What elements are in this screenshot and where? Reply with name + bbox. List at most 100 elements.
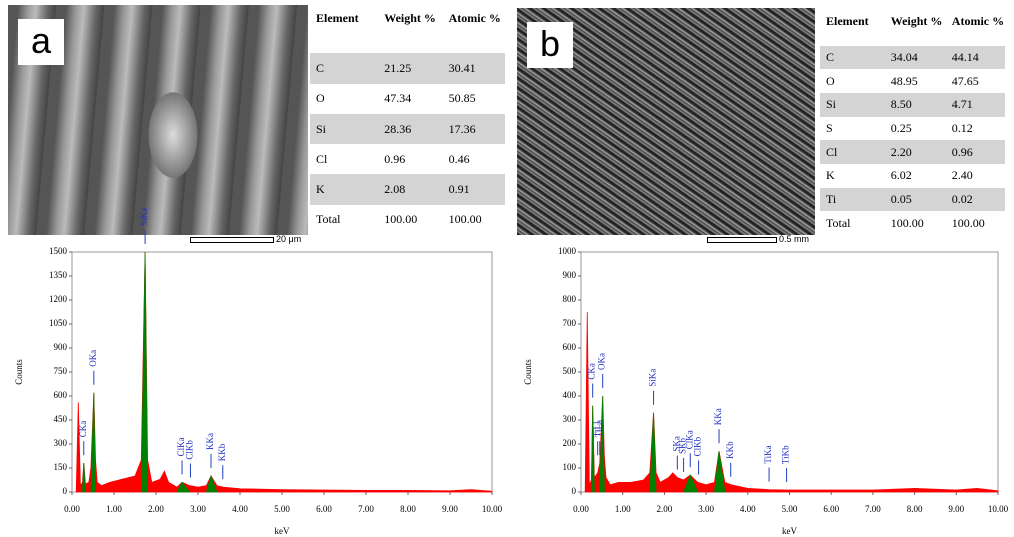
peak-label: SKb (678, 437, 688, 454)
x-tick-label: 4.00 (232, 504, 248, 514)
x-tick-label: 2.00 (657, 504, 673, 514)
x-tick-label: 10.00 (482, 504, 503, 514)
table-row: C 34.04 44.14 (820, 45, 1005, 70)
peak-label: ClKa (176, 437, 186, 456)
y-tick-label: 1500 (49, 246, 68, 256)
table-cell: 0.96 (951, 144, 973, 159)
table-cell: Cl (316, 151, 328, 166)
y-tick-label: 800 (563, 294, 577, 304)
table-cell: 100.00 (448, 212, 482, 227)
y-tick-label: 1000 (558, 246, 577, 256)
table-cell: 100.00 (951, 215, 985, 230)
table-row: Cl 0.96 0.46 (310, 144, 505, 175)
table-cell: K (826, 168, 835, 183)
header-cell: Element (826, 14, 869, 28)
x-tick-label: 10.00 (988, 504, 1009, 514)
peak-label: KKb (217, 443, 227, 461)
header-cell: Atomic % (448, 11, 501, 25)
table-cell: Ti (826, 191, 837, 206)
table-row: C 21.25 30.41 (310, 53, 505, 84)
table-cell: Total (316, 212, 341, 227)
table-cell: 0.96 (384, 151, 406, 166)
y-tick-label: 300 (54, 438, 68, 448)
table-row: S 0.25 0.12 (820, 116, 1005, 141)
spectrum-area (591, 395, 726, 493)
peak-label: KKa (713, 408, 723, 425)
table-cell: 4.71 (951, 97, 973, 112)
table-cell: 0.25 (890, 121, 912, 136)
y-tick-label: 600 (563, 342, 577, 352)
table-cell: 100.00 (890, 215, 924, 230)
table-cell: Cl (826, 144, 838, 159)
spectrum-area (584, 311, 999, 493)
header-cell: Weight % (384, 11, 436, 25)
y-tick-label: 100 (563, 462, 577, 472)
x-tick-label: 9.00 (442, 504, 458, 514)
y-tick-label: 900 (54, 342, 68, 352)
y-tick-label: 600 (54, 390, 68, 400)
scale-bar-label: 0.5 mm (779, 234, 810, 244)
peak-label: TiLl (592, 421, 602, 437)
table-header: Element Weight % Atomic % (820, 8, 1005, 46)
x-tick-label: 1.00 (615, 504, 631, 514)
header-cell: Atomic % (951, 14, 1005, 28)
peak-label: ClKb (185, 440, 195, 460)
y-tick-label: 900 (563, 270, 577, 280)
y-tick-label: 150 (54, 462, 68, 472)
table-cell: O (316, 91, 325, 106)
plot-area (71, 251, 493, 493)
y-axis-label: Counts (523, 359, 533, 385)
table-cell: 0.91 (448, 182, 470, 197)
table-cell: 48.95 (890, 73, 918, 88)
x-tick-label: 6.00 (823, 504, 839, 514)
table-cell: 2.20 (890, 144, 912, 159)
table-row: Si 8.50 4.71 (820, 93, 1005, 117)
y-axis-label: Counts (14, 359, 24, 385)
peak-label: SiKa (139, 208, 149, 226)
y-tick-label: 400 (563, 390, 577, 400)
table-row: Ti 0.05 0.02 (820, 187, 1005, 212)
table-cell: 30.41 (448, 61, 476, 76)
y-tick-label: 200 (563, 438, 577, 448)
plot-area (580, 251, 999, 493)
table-cell: 100.00 (384, 212, 418, 227)
peak-label: TiKa (763, 445, 773, 463)
y-tick-label: 0 (63, 486, 68, 496)
x-tick-label: 8.00 (400, 504, 416, 514)
table-cell: 34.04 (890, 50, 918, 65)
peak-label: KKa (205, 433, 215, 450)
peak-label: OKa (88, 350, 98, 367)
table-cell: 2.40 (951, 168, 973, 183)
table-cell: Si (316, 121, 327, 136)
header-cell: Element (316, 11, 359, 25)
eds-table: Element Weight % Atomic % C 21.25 30.41 O 47.34… (310, 5, 505, 235)
table-row: Total 100.00 100.00 (310, 204, 505, 235)
table-cell: Total (826, 215, 851, 230)
table-row: Total 100.00 100.00 (820, 211, 1005, 235)
x-tick-label: 7.00 (358, 504, 374, 514)
x-tick-label: 5.00 (274, 504, 290, 514)
peak-label: OKa (597, 353, 607, 370)
peak-label: ClKa (684, 430, 694, 449)
spectrum-area (75, 251, 493, 493)
table-cell: 0.02 (951, 191, 973, 206)
table-cell: 0.12 (951, 121, 973, 136)
y-tick-label: 700 (563, 318, 577, 328)
table-cell: 47.34 (384, 91, 412, 106)
x-axis-label: keV (275, 526, 290, 536)
peak-label: SKa (671, 436, 681, 452)
table-cell: C (826, 50, 835, 65)
peak-label: CKa (587, 363, 597, 380)
x-tick-label: 9.00 (948, 504, 964, 514)
table-cell: C (316, 61, 325, 76)
peak-label: KKb (725, 441, 735, 459)
y-tick-label: 300 (563, 414, 577, 424)
table-row: Si 28.36 17.36 (310, 113, 505, 145)
table-cell: 17.36 (448, 121, 476, 136)
x-tick-label: 3.00 (190, 504, 206, 514)
peak-label: TiKb (781, 445, 791, 464)
x-tick-label: 1.00 (106, 504, 122, 514)
table-cell: 2.08 (384, 182, 406, 197)
table-cell: O (826, 73, 835, 88)
